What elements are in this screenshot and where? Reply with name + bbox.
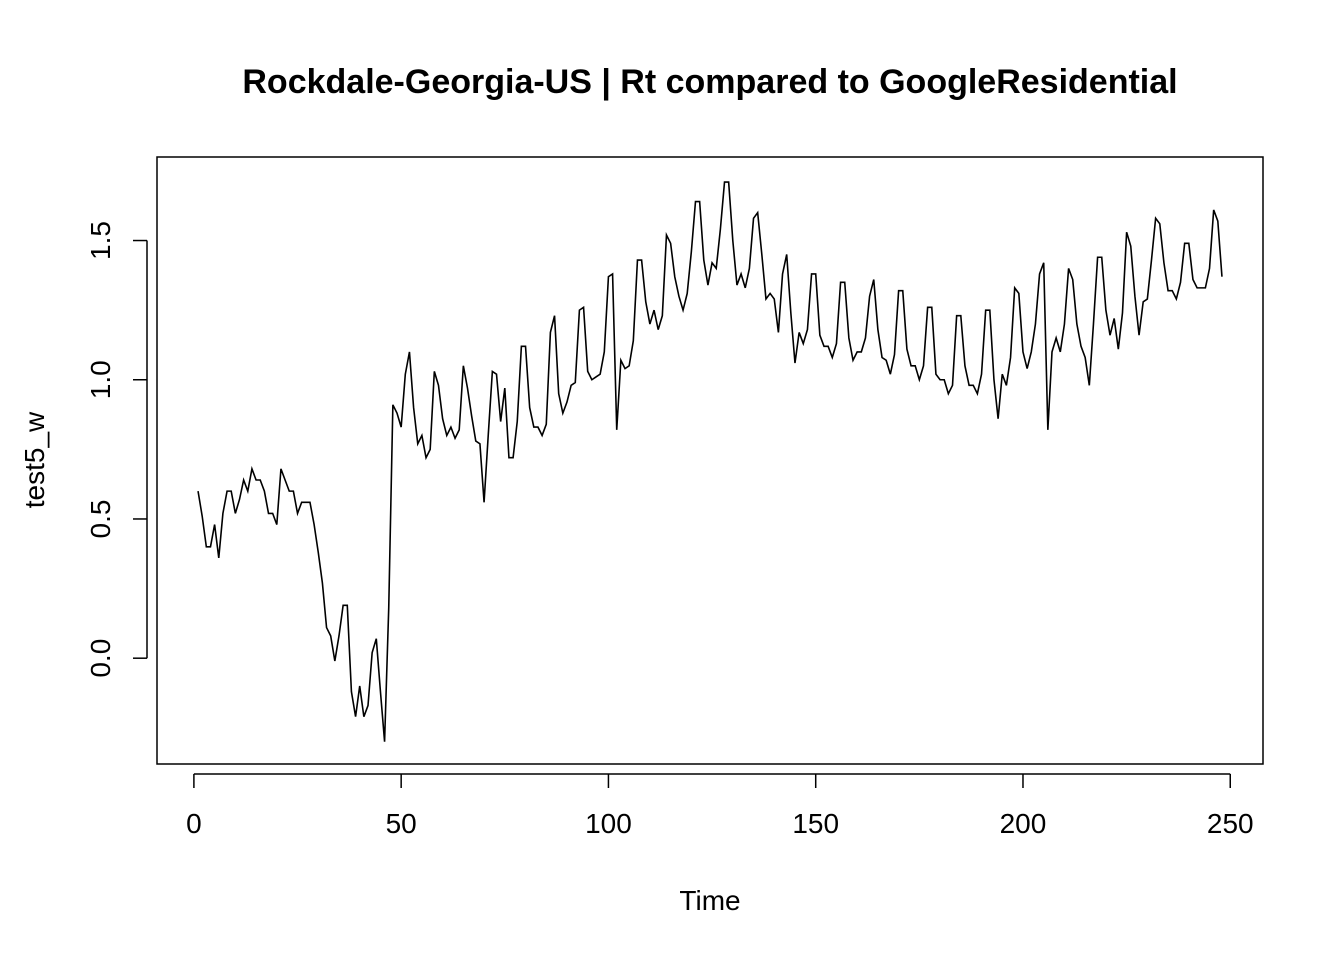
x-tick-label: 200 <box>1000 808 1047 839</box>
x-tick-label: 100 <box>585 808 632 839</box>
x-axis: 0 50 100 150 200 250 <box>186 773 1254 839</box>
plot-frame <box>156 156 1264 765</box>
x-tick-label: 150 <box>792 808 839 839</box>
y-axis: 0.0 0.5 1.0 1.5 <box>85 221 148 678</box>
series-line <box>197 181 1223 742</box>
y-tick-label: 0.0 <box>85 639 116 678</box>
y-tick-label: 1.5 <box>85 221 116 260</box>
y-tick-label: 0.5 <box>85 500 116 539</box>
y-axis-label: test5_w <box>19 411 50 508</box>
chart-title: Rockdale-Georgia-US | Rt compared to Goo… <box>242 63 1177 101</box>
x-tick-label: 250 <box>1207 808 1254 839</box>
x-tick-label: 0 <box>186 808 202 839</box>
x-axis-label: Time <box>679 885 740 916</box>
series-layer <box>197 181 1223 742</box>
y-tick-label: 1.0 <box>85 360 116 399</box>
x-tick-label: 50 <box>386 808 417 839</box>
